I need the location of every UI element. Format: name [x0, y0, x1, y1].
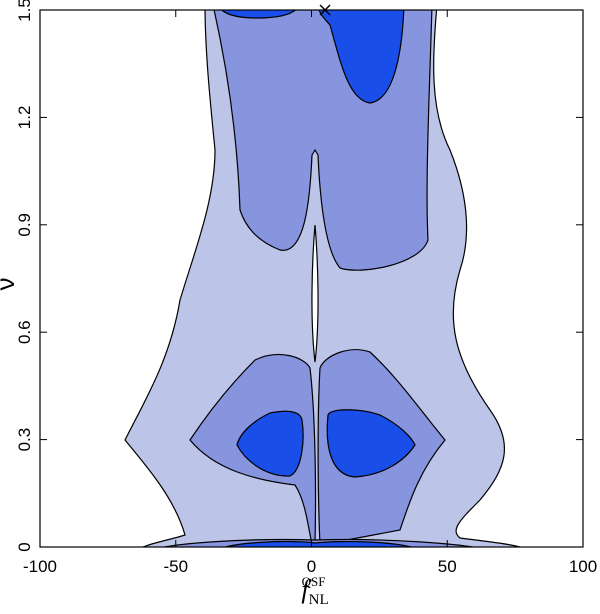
x-tick-label: 100	[569, 557, 597, 576]
x-tick-label: -100	[23, 557, 57, 576]
y-tick-label: 0.3	[15, 428, 34, 452]
y-tick-label: 1.5	[15, 0, 34, 22]
y-tick-label: 0.9	[15, 213, 34, 237]
contours	[124, 10, 522, 547]
y-axis-label: ν	[0, 278, 20, 291]
y-tick-label: 0.6	[15, 320, 34, 344]
contour-inner	[224, 540, 413, 547]
x-label-sub: NL	[309, 592, 329, 608]
best-fit-marker	[319, 4, 331, 16]
contour-inner	[326, 409, 416, 478]
contour-inner	[236, 410, 304, 477]
y-tick-label: 0	[15, 542, 34, 551]
x-axis-label: fNL QSF	[301, 574, 328, 608]
x-tick-label: 0	[307, 557, 316, 576]
x-label-main: f	[301, 575, 312, 604]
x-tick-label: 50	[438, 557, 457, 576]
contour-inner	[318, 10, 405, 104]
x-tick-label: -50	[163, 557, 188, 576]
y-tick-label: 1.2	[15, 106, 34, 130]
contour-inner	[220, 10, 297, 19]
x-label-sup: QSF	[302, 574, 326, 589]
